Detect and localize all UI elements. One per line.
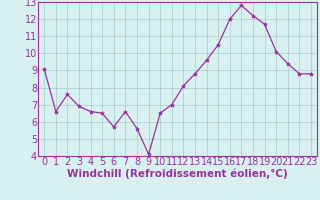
X-axis label: Windchill (Refroidissement éolien,°C): Windchill (Refroidissement éolien,°C) [67,169,288,179]
